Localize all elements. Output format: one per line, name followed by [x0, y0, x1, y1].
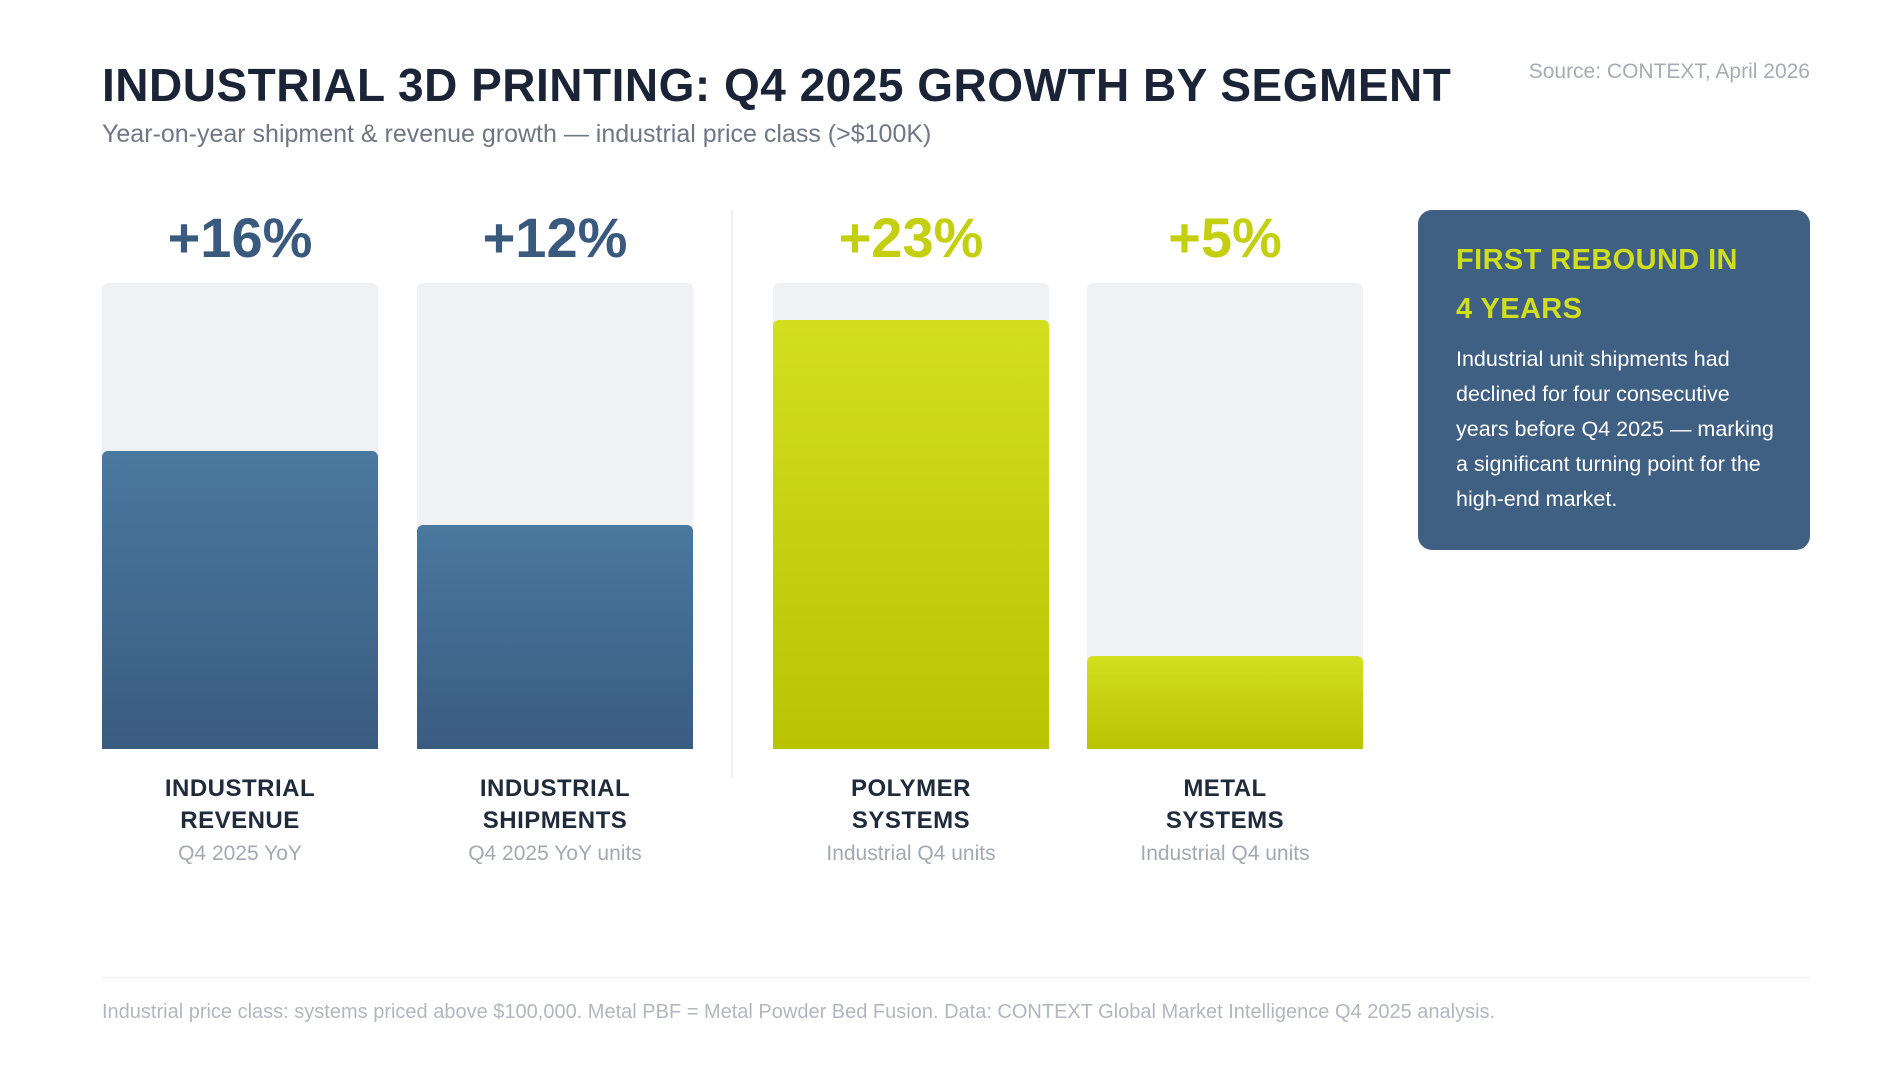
category-label-line1: POLYMER — [851, 775, 971, 802]
callout-body: Industrial unit shipments had declined f… — [1456, 347, 1774, 511]
bar-track — [417, 283, 693, 749]
value-label-metal-systems: +5% — [1168, 206, 1282, 269]
value-label-industrial-revenue: +16% — [167, 206, 313, 269]
category-label-line2: SHIPMENTS — [482, 807, 628, 834]
value-label-polymer-systems: +23% — [838, 206, 984, 269]
bar-industrial-revenue — [102, 451, 378, 749]
category-label-polymer-systems: POLYMER SYSTEMS — [773, 773, 1049, 837]
bar-industrial-shipments — [417, 525, 693, 749]
bar-track — [1087, 283, 1363, 749]
footnote: Industrial price class: systems priced a… — [102, 1001, 1496, 1023]
category-label-line1: INDUSTRIAL — [479, 775, 631, 802]
category-sublabel: Q4 2025 YoY units — [468, 842, 642, 865]
callout-box: FIRST REBOUND IN 4 YEARS Industrial unit… — [1418, 210, 1810, 550]
category-label-metal-systems: METAL SYSTEMS — [1087, 773, 1363, 837]
bar-track — [773, 283, 1049, 749]
chart-subtitle: Year-on-year shipment & revenue growth —… — [102, 120, 932, 148]
category-label-industrial-shipments: INDUSTRIAL SHIPMENTS — [417, 773, 693, 837]
category-label-line1: METAL — [1183, 775, 1267, 802]
category-sublabel: Industrial Q4 units — [826, 842, 996, 865]
value-label-industrial-shipments: +12% — [482, 206, 628, 269]
category-sublabel: Q4 2025 YoY — [178, 842, 302, 865]
category-label-industrial-revenue: INDUSTRIAL REVENUE — [102, 773, 378, 837]
category-label-line2: SYSTEMS — [851, 807, 971, 834]
footer-divider — [102, 977, 1810, 978]
source-note: Source: CONTEXT, April 2026 — [1528, 60, 1810, 83]
category-label-line2: SYSTEMS — [1165, 807, 1285, 834]
group-divider — [731, 210, 733, 778]
bar-metal-systems — [1087, 656, 1363, 749]
chart-title: INDUSTRIAL 3D PRINTING: Q4 2025 GROWTH B… — [102, 59, 1452, 111]
callout-title-line1: FIRST REBOUND IN — [1456, 244, 1738, 276]
category-sublabel: Industrial Q4 units — [1140, 842, 1310, 865]
callout-title-line2: 4 YEARS — [1456, 293, 1583, 325]
bar-polymer-systems — [773, 320, 1049, 749]
category-label-line1: INDUSTRIAL — [164, 775, 316, 802]
category-label-line2: REVENUE — [180, 807, 300, 834]
bar-track — [102, 283, 378, 749]
callout-title: FIRST REBOUND IN 4 YEARS — [1456, 236, 1774, 334]
